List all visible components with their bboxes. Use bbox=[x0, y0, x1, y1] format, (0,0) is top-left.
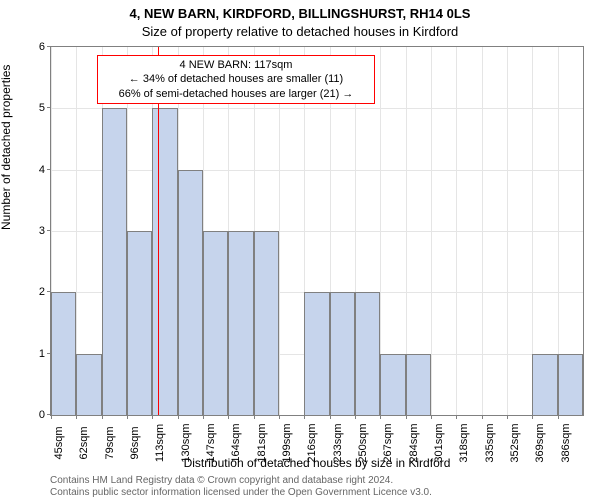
title-line-1: 4, NEW BARN, KIRDFORD, BILLINGSHURST, RH… bbox=[0, 6, 600, 21]
x-tick-mark bbox=[178, 415, 179, 419]
chart-plot-area: 012345645sqm62sqm79sqm96sqm113sqm130sqm1… bbox=[50, 46, 584, 416]
y-tick-label: 2 bbox=[39, 286, 51, 298]
y-tick-label: 4 bbox=[39, 164, 51, 176]
x-tick-mark bbox=[51, 415, 52, 419]
y-tick-label: 1 bbox=[39, 348, 51, 360]
histogram-bar bbox=[152, 108, 177, 415]
gridline-v bbox=[507, 47, 508, 415]
x-tick-mark bbox=[254, 415, 255, 419]
x-tick-label: 45sqm bbox=[51, 426, 65, 459]
x-tick-label: 96sqm bbox=[127, 426, 141, 459]
x-tick-mark bbox=[330, 415, 331, 419]
annotation-line: 4 NEW BARN: 117sqm bbox=[102, 58, 370, 72]
title-line-2: Size of property relative to detached ho… bbox=[0, 24, 600, 39]
annotation-line: 66% of semi-detached houses are larger (… bbox=[102, 87, 370, 101]
gridline-v bbox=[456, 47, 457, 415]
histogram-bar bbox=[102, 108, 127, 415]
histogram-bar bbox=[178, 170, 203, 415]
histogram-bar bbox=[254, 231, 279, 415]
x-tick-mark bbox=[127, 415, 128, 419]
y-tick-label: 6 bbox=[39, 41, 51, 53]
histogram-bar bbox=[51, 292, 76, 415]
histogram-bar bbox=[330, 292, 355, 415]
y-tick-label: 0 bbox=[39, 409, 51, 421]
x-tick-mark bbox=[304, 415, 305, 419]
annotation-box: 4 NEW BARN: 117sqm← 34% of detached hous… bbox=[97, 55, 375, 104]
y-tick-label: 5 bbox=[39, 102, 51, 114]
gridline-v bbox=[482, 47, 483, 415]
x-axis-label: Distribution of detached houses by size … bbox=[50, 456, 584, 470]
footer-line-2: Contains public sector information licen… bbox=[50, 487, 432, 498]
histogram-bar bbox=[203, 231, 228, 415]
x-tick-label: 62sqm bbox=[76, 426, 90, 459]
x-tick-mark bbox=[406, 415, 407, 419]
y-axis-label: Number of detached properties bbox=[0, 65, 13, 230]
x-tick-mark bbox=[431, 415, 432, 419]
x-tick-mark bbox=[507, 415, 508, 419]
gridline-h bbox=[51, 108, 583, 109]
histogram-bar bbox=[380, 354, 405, 415]
x-tick-mark bbox=[228, 415, 229, 419]
gridline-v bbox=[431, 47, 432, 415]
histogram-bar bbox=[127, 231, 152, 415]
x-tick-mark bbox=[355, 415, 356, 419]
x-tick-mark bbox=[279, 415, 280, 419]
x-tick-mark bbox=[203, 415, 204, 419]
histogram-bar bbox=[406, 354, 431, 415]
x-tick-mark bbox=[380, 415, 381, 419]
x-tick-mark bbox=[558, 415, 559, 419]
footer-line-1: Contains HM Land Registry data © Crown c… bbox=[50, 475, 393, 486]
x-tick-mark bbox=[102, 415, 103, 419]
x-tick-mark bbox=[76, 415, 77, 419]
x-tick-mark bbox=[152, 415, 153, 419]
histogram-bar bbox=[228, 231, 253, 415]
histogram-bar bbox=[532, 354, 557, 415]
gridline-h bbox=[51, 170, 583, 171]
histogram-bar bbox=[558, 354, 583, 415]
y-tick-label: 3 bbox=[39, 225, 51, 237]
histogram-bar bbox=[76, 354, 101, 415]
x-tick-label: 79sqm bbox=[102, 426, 116, 459]
histogram-bar bbox=[304, 292, 329, 415]
x-tick-mark bbox=[482, 415, 483, 419]
x-tick-mark bbox=[532, 415, 533, 419]
histogram-bar bbox=[355, 292, 380, 415]
x-tick-mark bbox=[456, 415, 457, 419]
annotation-line: ← 34% of detached houses are smaller (11… bbox=[102, 72, 370, 86]
